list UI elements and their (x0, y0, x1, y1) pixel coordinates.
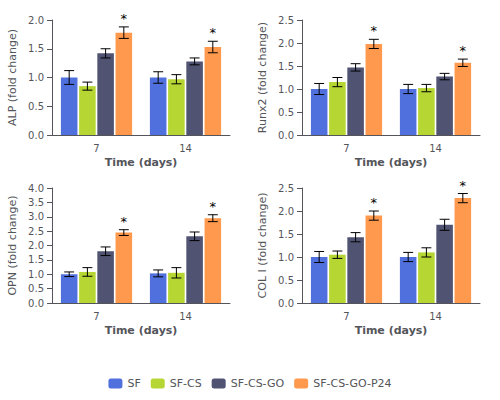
svg-text:*: * (371, 23, 378, 38)
svg-text:3.5: 3.5 (28, 197, 44, 208)
svg-text:2.5: 2.5 (28, 226, 44, 237)
svg-text:2.5: 2.5 (278, 183, 294, 194)
svg-text:*: * (210, 199, 217, 214)
svg-text:*: * (121, 11, 128, 26)
svg-text:SF-CS: SF-CS (170, 377, 202, 390)
svg-text:SF-CS-GO-P24: SF-CS-GO-P24 (313, 377, 391, 390)
svg-text:COL I (fold change): COL I (fold change) (256, 193, 269, 299)
svg-text:14: 14 (429, 143, 442, 154)
svg-text:2.0: 2.0 (28, 15, 44, 26)
svg-text:0.5: 0.5 (278, 275, 294, 286)
svg-text:1.5: 1.5 (28, 43, 44, 54)
svg-text:*: * (210, 25, 217, 40)
svg-text:4.0: 4.0 (28, 183, 44, 194)
svg-text:1.0: 1.0 (28, 72, 44, 83)
svg-text:2.0: 2.0 (278, 38, 294, 49)
svg-text:*: * (460, 178, 467, 193)
svg-text:1.5: 1.5 (278, 61, 294, 72)
svg-text:2.0: 2.0 (278, 206, 294, 217)
svg-text:2.0: 2.0 (28, 240, 44, 251)
svg-text:0.0: 0.0 (278, 298, 294, 309)
svg-text:Time (days): Time (days) (105, 156, 178, 169)
svg-text:Runx2 (fold change): Runx2 (fold change) (256, 22, 269, 133)
svg-text:0.5: 0.5 (28, 101, 44, 112)
svg-text:0.5: 0.5 (278, 107, 294, 118)
svg-text:SF-CS-GO: SF-CS-GO (231, 377, 285, 390)
svg-text:0.0: 0.0 (278, 130, 294, 141)
svg-text:Time (days): Time (days) (355, 156, 428, 169)
svg-text:*: * (460, 43, 467, 58)
svg-text:7: 7 (343, 311, 349, 322)
svg-text:1.5: 1.5 (278, 229, 294, 240)
svg-text:*: * (371, 195, 378, 210)
svg-text:1.0: 1.0 (28, 269, 44, 280)
svg-text:7: 7 (343, 143, 349, 154)
svg-text:ALP (fold change): ALP (fold change) (6, 29, 19, 126)
svg-text:1.5: 1.5 (28, 254, 44, 265)
svg-text:Time (days): Time (days) (355, 324, 428, 337)
svg-text:OPN (fold change): OPN (fold change) (6, 195, 19, 295)
svg-text:1.0: 1.0 (278, 252, 294, 263)
svg-text:0.0: 0.0 (28, 298, 44, 309)
svg-text:7: 7 (93, 143, 99, 154)
svg-text:*: * (121, 214, 128, 229)
svg-text:0.5: 0.5 (28, 283, 44, 294)
svg-text:0.0: 0.0 (28, 130, 44, 141)
svg-text:SF: SF (127, 377, 140, 390)
svg-text:14: 14 (179, 311, 192, 322)
svg-text:14: 14 (179, 143, 192, 154)
svg-text:1.0: 1.0 (278, 84, 294, 95)
svg-text:14: 14 (429, 311, 442, 322)
svg-text:Time (days): Time (days) (105, 324, 178, 337)
svg-text:3.0: 3.0 (28, 211, 44, 222)
svg-text:7: 7 (93, 311, 99, 322)
svg-text:2.5: 2.5 (278, 15, 294, 26)
